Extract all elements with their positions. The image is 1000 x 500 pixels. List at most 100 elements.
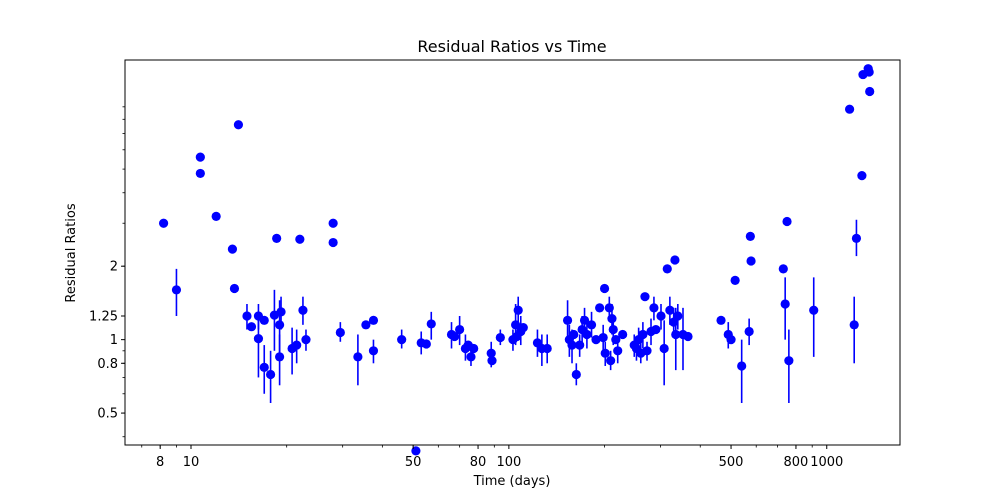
- x-tick-label: 1000: [810, 455, 843, 470]
- data-point: [780, 299, 790, 309]
- data-point: [651, 324, 661, 335]
- data-point: [259, 362, 269, 372]
- data-point: [542, 343, 552, 354]
- data-point: [253, 333, 264, 344]
- y-tick-label: 0.8: [97, 357, 118, 372]
- data-point: [782, 216, 792, 227]
- data-point: [608, 324, 618, 335]
- data-point: [265, 369, 276, 380]
- data-point: [397, 335, 407, 345]
- data-point: [276, 307, 286, 317]
- data-point: [301, 335, 311, 345]
- x-tick-label: 80: [470, 455, 487, 470]
- data-point: [233, 120, 244, 130]
- data-point: [195, 168, 205, 179]
- data-point: [272, 233, 282, 243]
- data-point: [849, 320, 859, 330]
- data-point: [158, 218, 169, 228]
- x-tick-label: 50: [405, 455, 422, 470]
- data-point: [328, 237, 338, 248]
- data-point: [195, 152, 205, 162]
- data-point: [368, 315, 379, 325]
- data-point: [571, 369, 581, 380]
- data-point: [670, 255, 680, 265]
- data-point: [171, 285, 182, 295]
- data-point: [242, 311, 252, 321]
- data-point: [562, 315, 573, 325]
- data-point: [864, 67, 874, 77]
- data-point: [567, 340, 577, 350]
- data-point: [229, 283, 240, 294]
- data-point: [857, 171, 867, 181]
- y-tick-label: 0.5: [97, 407, 118, 422]
- data-point: [809, 305, 819, 315]
- data-points: [158, 64, 875, 456]
- data-point: [569, 329, 579, 340]
- data-point: [716, 315, 726, 325]
- chart-title: Residual Ratios vs Time: [417, 37, 606, 56]
- data-point: [582, 329, 592, 340]
- data-point: [726, 335, 736, 345]
- data-point: [618, 329, 628, 340]
- x-axis: 8 10 50 80 100 500 800 1000: [141, 445, 843, 470]
- data-point: [421, 339, 431, 349]
- y-tick-label: 1: [110, 333, 118, 348]
- y-tick-label: 1.25: [89, 309, 118, 324]
- data-point: [227, 244, 238, 254]
- data-point: [455, 324, 465, 335]
- data-point: [426, 319, 436, 329]
- x-tick-label: 8: [156, 455, 164, 470]
- data-point: [368, 346, 379, 356]
- y-tick-label: 2: [110, 260, 118, 275]
- data-point: [642, 346, 652, 356]
- data-point: [613, 346, 623, 356]
- data-point: [469, 343, 479, 354]
- data-point: [353, 352, 363, 362]
- data-point: [659, 343, 669, 354]
- data-point: [598, 332, 608, 343]
- data-point: [746, 256, 756, 266]
- data-point: [361, 320, 371, 330]
- data-point: [640, 292, 650, 302]
- data-point: [259, 315, 269, 325]
- data-point: [662, 264, 672, 274]
- x-tick-label: 500: [719, 455, 744, 470]
- data-point: [600, 348, 610, 358]
- data-point: [495, 332, 505, 343]
- data-point: [744, 326, 754, 337]
- data-point: [606, 356, 616, 366]
- data-point: [745, 231, 755, 241]
- data-point: [486, 348, 496, 358]
- data-point: [513, 305, 523, 315]
- x-tick-label: 10: [183, 455, 200, 470]
- data-point: [595, 303, 605, 313]
- data-point: [450, 331, 460, 342]
- data-point: [211, 211, 221, 221]
- data-point: [665, 305, 675, 315]
- data-point: [730, 275, 740, 285]
- plot-frame: [124, 59, 901, 446]
- data-point: [335, 327, 345, 338]
- data-point: [298, 305, 308, 315]
- data-point: [851, 233, 862, 243]
- data-point: [844, 104, 855, 114]
- x-tick-label: 100: [496, 455, 521, 470]
- data-point: [683, 331, 693, 342]
- data-point: [586, 320, 597, 330]
- x-tick-label: 800: [784, 455, 809, 470]
- data-point: [656, 311, 666, 321]
- data-point: [591, 335, 601, 345]
- y-axis-label: Residual Ratios: [64, 203, 79, 302]
- data-point: [671, 329, 681, 340]
- data-point: [275, 320, 285, 330]
- data-point: [607, 313, 617, 324]
- data-point: [518, 323, 528, 333]
- data-point: [292, 340, 302, 350]
- data-point: [673, 311, 683, 321]
- data-point: [865, 86, 875, 97]
- data-point: [649, 303, 659, 313]
- data-point: [778, 264, 788, 274]
- data-point: [328, 218, 338, 228]
- data-point: [599, 283, 610, 294]
